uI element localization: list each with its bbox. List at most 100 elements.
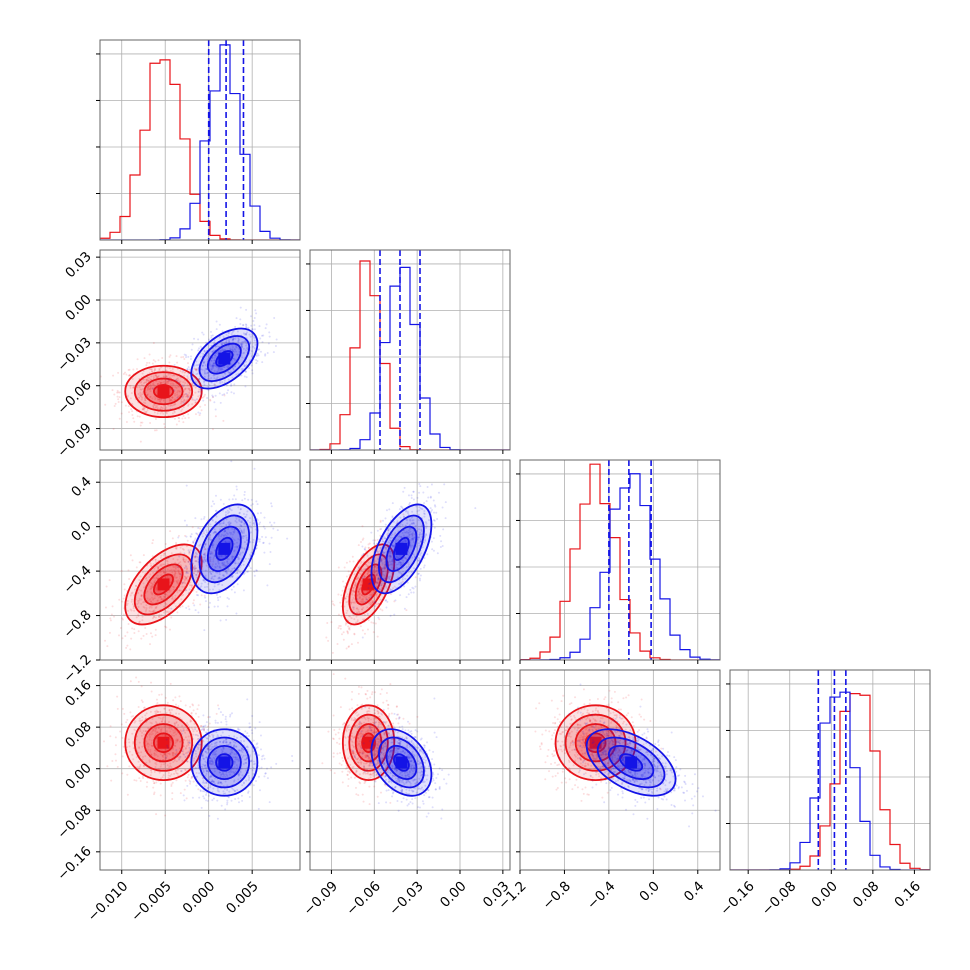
sample-point [213,359,216,362]
sample-point [202,396,205,399]
sample-point [170,616,173,619]
sample-point [183,552,186,555]
sample-point [352,596,355,599]
sample-point [233,528,236,531]
sample-point [224,530,227,533]
sample-point [140,685,143,688]
sample-point [373,565,376,568]
sample-point [380,583,383,586]
sample-point [259,512,262,515]
sample-point [181,400,184,403]
sample-point [234,337,237,340]
sample-point [156,574,159,577]
sample-point [248,524,251,527]
sample-point [253,522,256,525]
sample-point [184,387,187,390]
sample-point [250,355,253,358]
sample-point [197,380,200,383]
sample-point [371,587,374,590]
sample-point [205,564,208,567]
sample-point [372,569,375,572]
sample-point [391,515,394,518]
sample-point [166,366,169,369]
sample-point [182,395,185,398]
sample-point [141,388,144,391]
sample-point [152,539,155,542]
sample-point [374,565,377,568]
sample-point [159,782,162,785]
sample-point [407,494,410,497]
sample-point [114,736,117,739]
sample-point [175,580,178,583]
sample-point [379,520,382,523]
panel-bg [310,460,510,660]
sample-point [188,550,191,553]
sample-point [178,390,181,393]
sample-point [217,561,220,564]
sample-point [185,576,188,579]
sample-point [211,334,214,337]
sample-point [362,606,365,609]
sample-point [179,561,182,564]
contour-blue [206,525,242,573]
sample-point [364,596,367,599]
sample-point [169,376,172,379]
sample-point [381,538,384,541]
sample-point [221,583,224,586]
sample-point [209,364,212,367]
sample-point [159,563,162,566]
sample-point [368,571,371,574]
sample-point [184,534,187,537]
sample-point [216,571,219,574]
sample-point [144,402,147,405]
sample-point [113,615,116,618]
sample-point [193,567,196,570]
sample-point [230,460,233,463]
sample-point [363,568,366,571]
sample-point [187,773,190,776]
sample-point [243,528,246,531]
panel-1-1 [309,249,511,451]
sample-point [182,559,185,562]
sample-point [201,368,204,371]
sample-point [127,609,130,612]
sample-point [183,580,186,583]
sample-point [237,339,240,342]
sample-point [144,577,147,580]
sample-point [211,563,214,566]
sample-point [139,440,142,443]
sample-point [149,395,152,398]
sample-point [365,595,368,598]
sample-point [140,637,143,640]
sample-point [171,537,174,540]
sample-point [350,601,353,604]
sample-point [237,568,240,571]
sample-point [136,358,139,361]
sample-point [177,705,180,708]
sample-point [234,365,237,368]
sample-point [182,369,185,372]
sample-point [191,403,194,406]
sample-point [184,564,187,567]
sample-point [139,394,142,397]
sample-point [203,545,206,548]
sample-point [224,570,227,573]
sample-point [187,372,190,375]
sample-point [157,566,160,569]
sample-point [202,560,205,563]
sample-point [372,631,375,634]
sample-point [361,618,364,621]
sample-point [377,616,380,619]
sample-point [203,360,206,363]
sample-point [121,600,124,603]
sample-point [196,570,199,573]
sample-point [206,358,209,361]
sample-point [393,600,396,603]
sample-point [236,571,239,574]
sample-point [227,527,230,530]
sample-point [174,561,177,564]
sample-point [169,380,172,383]
sample-point [364,575,367,578]
sample-point [216,583,219,586]
